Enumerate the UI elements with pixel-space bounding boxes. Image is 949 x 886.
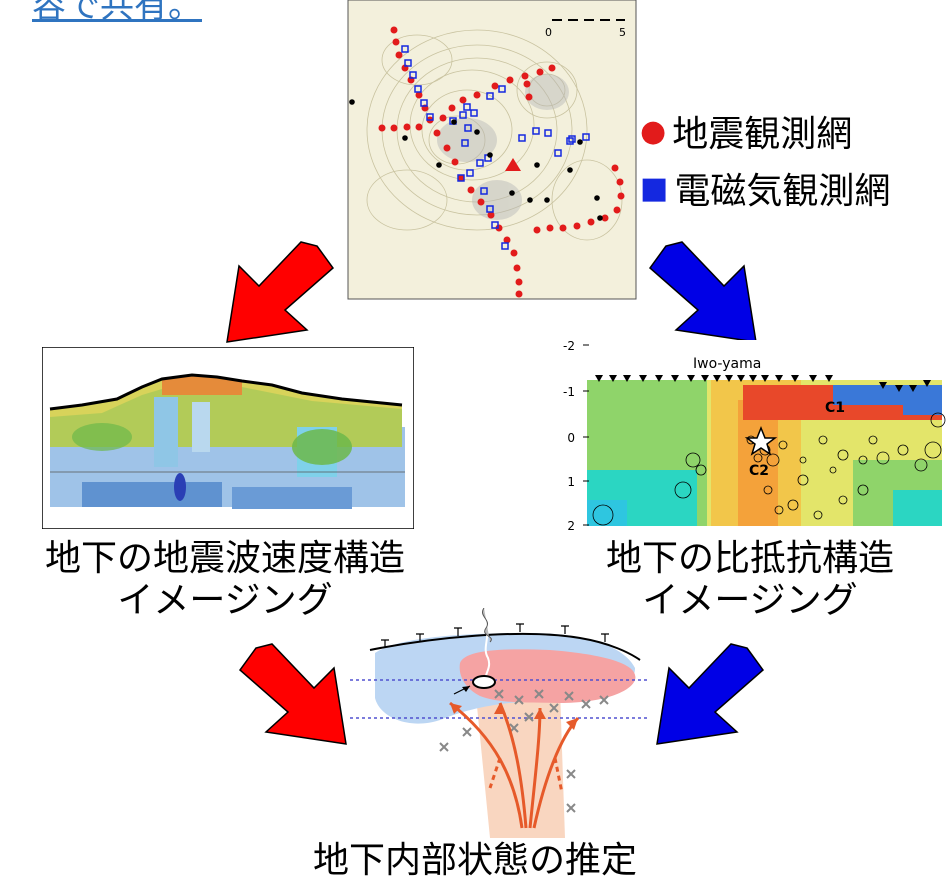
y-tick-0: -2 xyxy=(563,340,575,353)
existing-stations xyxy=(349,99,603,221)
red-dot-icon: ● xyxy=(640,113,667,149)
seismic-stations xyxy=(378,26,625,298)
map-scale-label-1: 5 xyxy=(619,26,626,39)
velocity-structure-image xyxy=(42,347,414,529)
station-map: 0 5 xyxy=(347,0,637,300)
blue-arrow-bottom-icon xyxy=(656,643,765,745)
em-stations xyxy=(401,45,590,250)
velocity-caption: 地下の地震波速度構造 イメージング xyxy=(10,538,440,622)
resistivity-structure-image: Iwo-yama C1 C2 -2 -1 0 1 2 xyxy=(543,340,948,530)
velocity-caption-line1: 地下の地震波速度構造 xyxy=(44,538,405,579)
y-tick-3: 1 xyxy=(567,475,575,489)
x-markers xyxy=(439,689,609,813)
legend-em-label: 電磁気観測網 xyxy=(674,171,891,212)
legend-em: ■ 電磁気観測網 xyxy=(640,162,890,214)
star-icon xyxy=(744,425,778,456)
c2-label: C2 xyxy=(749,463,769,479)
y-tick-1: -1 xyxy=(563,385,575,399)
resistivity-caption-line1: 地下の比抵抗構造 xyxy=(605,538,894,579)
legend-seismic-label: 地震観測網 xyxy=(672,114,853,155)
c1-label: C1 xyxy=(825,400,845,416)
volcano-summit-marker xyxy=(505,158,521,171)
red-arrow-bottom-icon xyxy=(238,643,347,745)
interpretation-schematic xyxy=(350,608,650,838)
iwo-yama-label: Iwo-yama xyxy=(693,356,761,372)
legend-seismic: ● 地震観測網 xyxy=(640,105,852,157)
red-arrow-top-icon xyxy=(226,241,335,343)
y-tick-2: 0 xyxy=(567,431,575,445)
map-scale-label-0: 0 xyxy=(545,26,552,39)
velocity-caption-line2: イメージング xyxy=(117,580,333,621)
resistivity-caption-line2: イメージング xyxy=(642,580,858,621)
top-link-text[interactable]: 容で共有。 xyxy=(32,0,202,26)
blue-square-icon: ■ xyxy=(640,170,669,206)
blue-arrow-top-icon xyxy=(648,241,757,343)
inference-caption: 地下内部状態の推定 xyxy=(312,840,637,881)
y-tick-4: 2 xyxy=(567,519,575,530)
resistivity-caption: 地下の比抵抗構造 イメージング xyxy=(560,538,940,622)
